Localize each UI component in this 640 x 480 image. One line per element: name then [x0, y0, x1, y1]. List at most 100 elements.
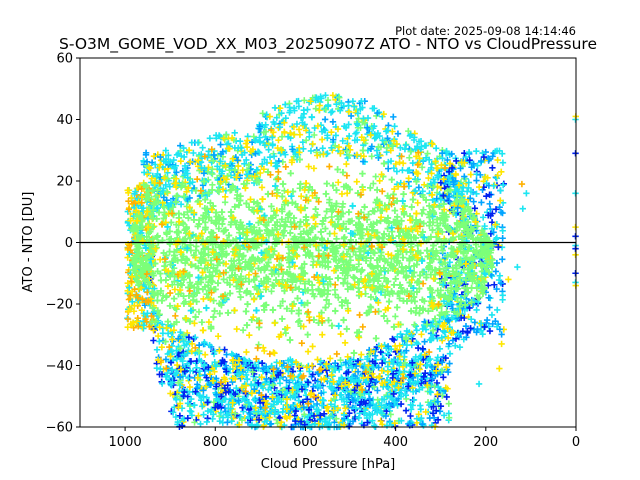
data-point — [173, 361, 181, 369]
data-point — [433, 379, 441, 387]
data-point — [381, 341, 388, 349]
data-point — [199, 403, 206, 410]
data-point — [309, 371, 316, 378]
data-point — [352, 130, 359, 137]
data-point — [493, 234, 500, 242]
data-point — [399, 166, 406, 174]
data-point — [188, 139, 195, 146]
data-point — [392, 313, 399, 320]
data-point — [263, 401, 271, 408]
data-points — [124, 92, 579, 431]
data-point — [379, 383, 387, 390]
data-point — [415, 365, 423, 372]
data-point — [266, 153, 274, 161]
data-point — [415, 356, 422, 363]
data-point — [204, 399, 211, 406]
data-point — [268, 288, 275, 295]
data-point — [368, 153, 375, 160]
data-point — [247, 381, 255, 388]
data-point — [251, 396, 258, 403]
data-point — [364, 355, 371, 363]
data-point — [275, 137, 282, 144]
data-point — [425, 174, 432, 182]
data-point — [486, 327, 494, 335]
data-point — [203, 418, 211, 426]
data-point — [385, 165, 392, 172]
data-point — [211, 358, 218, 366]
data-point — [327, 401, 335, 408]
data-point — [394, 333, 401, 341]
data-point — [355, 414, 362, 422]
data-point — [185, 334, 193, 341]
data-point — [156, 338, 163, 345]
data-point — [427, 322, 434, 330]
data-point — [187, 408, 195, 415]
data-point — [369, 417, 376, 424]
data-point — [434, 371, 441, 378]
data-point — [239, 326, 247, 334]
data-point — [388, 346, 395, 353]
data-point — [445, 340, 453, 348]
data-point — [296, 380, 303, 388]
data-point — [428, 140, 436, 147]
data-point — [237, 138, 244, 145]
data-point — [354, 368, 362, 375]
data-point — [440, 412, 448, 419]
data-point — [412, 322, 420, 330]
data-point — [204, 415, 211, 422]
data-point — [425, 356, 432, 364]
data-point — [184, 350, 191, 357]
data-point — [390, 113, 397, 121]
data-point — [402, 141, 410, 149]
data-point — [493, 259, 501, 267]
data-point — [197, 420, 204, 428]
data-point — [318, 390, 325, 397]
data-point — [380, 355, 387, 362]
data-point — [372, 173, 379, 180]
data-point — [296, 131, 304, 138]
data-point — [486, 304, 493, 311]
data-point — [199, 144, 206, 151]
data-point — [195, 308, 203, 316]
data-point — [418, 331, 425, 338]
data-point — [188, 340, 196, 348]
data-point — [205, 398, 212, 405]
data-point — [217, 141, 224, 148]
data-point — [242, 140, 250, 147]
data-point — [486, 200, 493, 208]
data-point — [158, 380, 166, 387]
data-point — [154, 332, 162, 340]
data-point — [499, 256, 506, 263]
data-point — [175, 379, 182, 387]
data-point — [173, 356, 180, 363]
data-point — [140, 157, 147, 164]
data-point — [387, 389, 394, 396]
data-point — [464, 328, 471, 335]
data-point — [374, 396, 381, 404]
data-point — [185, 347, 192, 354]
data-point — [444, 334, 452, 342]
data-point — [473, 177, 480, 184]
data-point — [479, 149, 486, 157]
data-point — [206, 341, 213, 349]
data-point — [494, 306, 501, 314]
data-point — [255, 358, 262, 366]
data-point — [499, 296, 506, 303]
data-point — [153, 364, 161, 372]
data-point — [403, 341, 411, 349]
data-point — [407, 412, 414, 420]
data-point — [421, 338, 428, 345]
data-point — [385, 384, 392, 392]
data-point — [489, 164, 496, 172]
data-point — [407, 406, 415, 413]
data-point — [295, 397, 302, 404]
data-point — [467, 171, 475, 178]
data-point — [399, 363, 407, 371]
data-point — [488, 311, 496, 319]
data-point — [338, 374, 345, 381]
data-point — [446, 350, 454, 357]
data-point — [345, 393, 352, 401]
data-point — [183, 329, 191, 337]
data-point — [239, 404, 246, 411]
data-point — [492, 268, 500, 275]
